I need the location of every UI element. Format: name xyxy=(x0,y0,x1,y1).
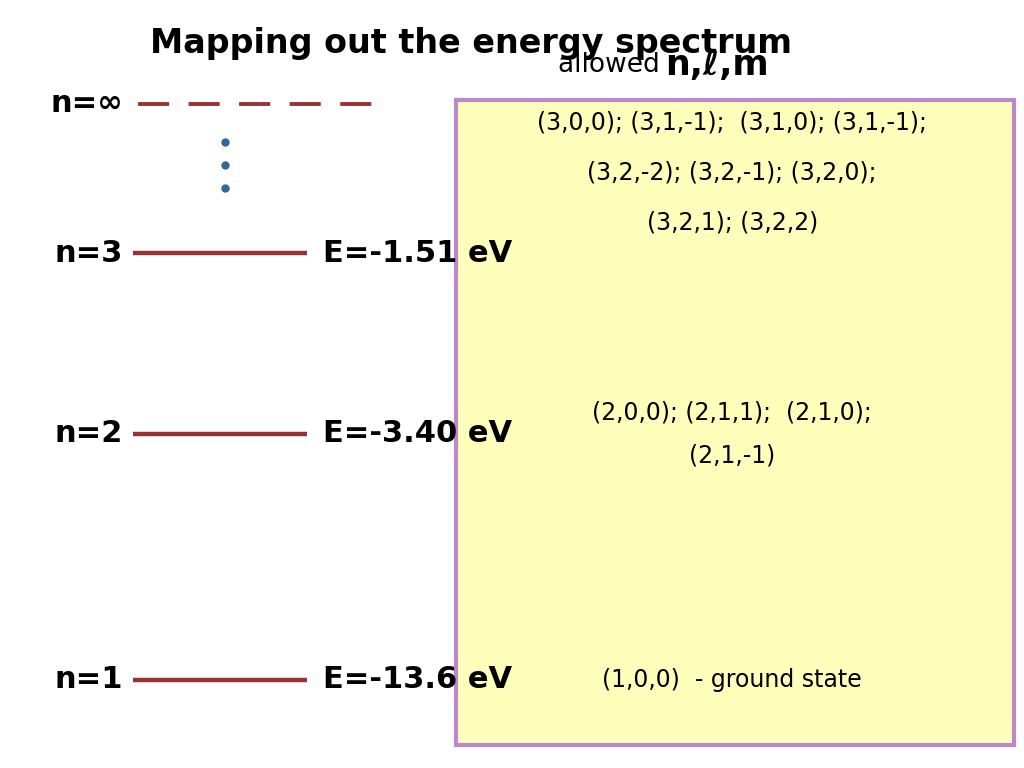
Text: (2,1,-1): (2,1,-1) xyxy=(689,443,775,467)
Text: n,ℓ,m: n,ℓ,m xyxy=(666,48,769,82)
Text: (3,0,0); (3,1,-1);  (3,1,0); (3,1,-1);: (3,0,0); (3,1,-1); (3,1,0); (3,1,-1); xyxy=(538,111,927,135)
Text: n=3: n=3 xyxy=(54,239,123,268)
Text: (3,2,-2); (3,2,-1); (3,2,0);: (3,2,-2); (3,2,-1); (3,2,0); xyxy=(588,161,877,185)
Text: n=∞: n=∞ xyxy=(50,89,123,118)
Text: allowed: allowed xyxy=(558,52,669,78)
Text: E=-3.40 eV: E=-3.40 eV xyxy=(323,419,512,449)
Text: (3,2,1); (3,2,2): (3,2,1); (3,2,2) xyxy=(646,210,818,235)
FancyBboxPatch shape xyxy=(456,100,1014,745)
Text: E=-1.51 eV: E=-1.51 eV xyxy=(323,239,512,268)
Text: (2,0,0); (2,1,1);  (2,1,0);: (2,0,0); (2,1,1); (2,1,0); xyxy=(592,401,872,425)
Text: Mapping out the energy spectrum: Mapping out the energy spectrum xyxy=(151,27,792,60)
Text: (1,0,0)  - ground state: (1,0,0) - ground state xyxy=(602,667,862,692)
Text: E=-13.6 eV: E=-13.6 eV xyxy=(323,665,512,694)
Text: n=2: n=2 xyxy=(54,419,123,449)
Text: n=1: n=1 xyxy=(54,665,123,694)
